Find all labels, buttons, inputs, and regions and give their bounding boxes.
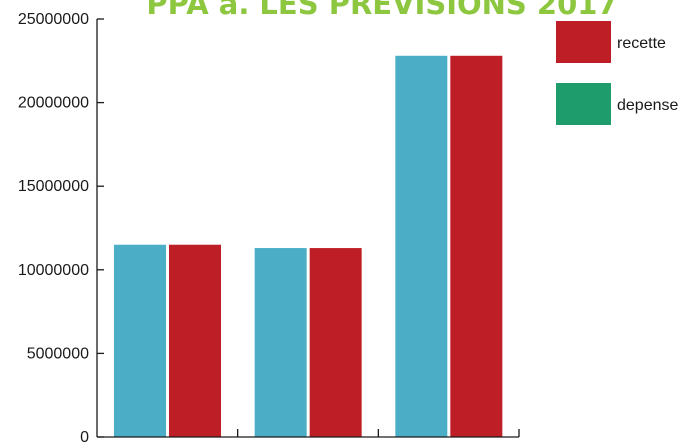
bars-group [114,55,503,438]
legend-label-depense: depense [617,97,678,114]
bar-recette-2 [309,248,362,437]
y-tick-label: 10000000 [18,262,89,279]
chart-title: PPA a. LES PREVISIONS 2017 [146,0,617,21]
axes-group: 0 5000000 10000000 15000000 20000000 25000000 [18,11,520,446]
y-tick-label: 5000000 [27,345,89,362]
bar-recette-3 [450,55,503,438]
bar-recette-1 [169,244,221,437]
legend-swatch-depense [556,83,611,125]
legend-label-recette: recette [617,35,666,52]
bar-depense-3 [395,55,448,438]
legend: recette depense [556,21,678,125]
bar-depense-2 [254,248,307,437]
bar-depense-1 [114,244,166,437]
y-tick-label: 25000000 [18,11,89,28]
y-tick-label: 15000000 [18,178,89,195]
y-tick-label: 20000000 [18,95,89,112]
legend-swatch-recette [556,21,611,63]
y-tick-label: 0 [80,429,89,446]
